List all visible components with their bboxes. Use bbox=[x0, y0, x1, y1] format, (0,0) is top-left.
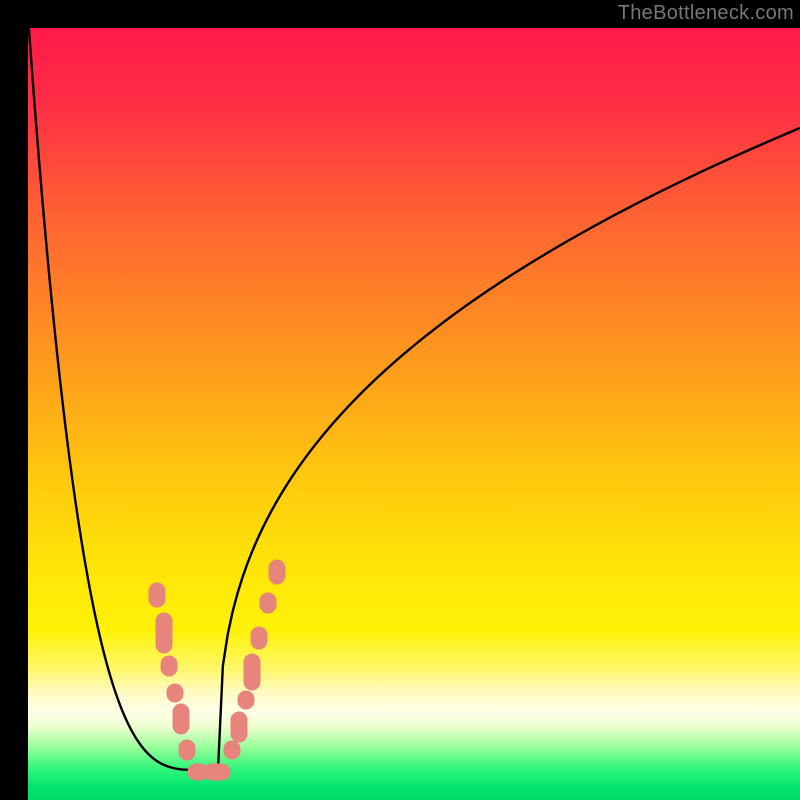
data-marker bbox=[204, 764, 230, 780]
data-marker bbox=[244, 654, 260, 690]
plot-area bbox=[28, 28, 800, 800]
data-marker bbox=[149, 583, 165, 607]
data-marker bbox=[224, 741, 240, 759]
watermark-text: TheBottleneck.com bbox=[618, 2, 794, 25]
data-marker bbox=[161, 656, 177, 676]
data-marker bbox=[231, 712, 247, 742]
bottleneck-curve bbox=[28, 16, 800, 770]
data-marker bbox=[156, 613, 172, 653]
outer-frame: TheBottleneck.com bbox=[0, 0, 800, 800]
data-marker bbox=[167, 684, 183, 702]
data-marker bbox=[173, 704, 189, 734]
data-marker bbox=[179, 740, 195, 760]
curve-layer bbox=[28, 28, 800, 800]
data-marker bbox=[269, 560, 285, 584]
data-marker bbox=[251, 627, 267, 649]
data-marker bbox=[260, 593, 276, 613]
data-marker bbox=[238, 691, 254, 709]
